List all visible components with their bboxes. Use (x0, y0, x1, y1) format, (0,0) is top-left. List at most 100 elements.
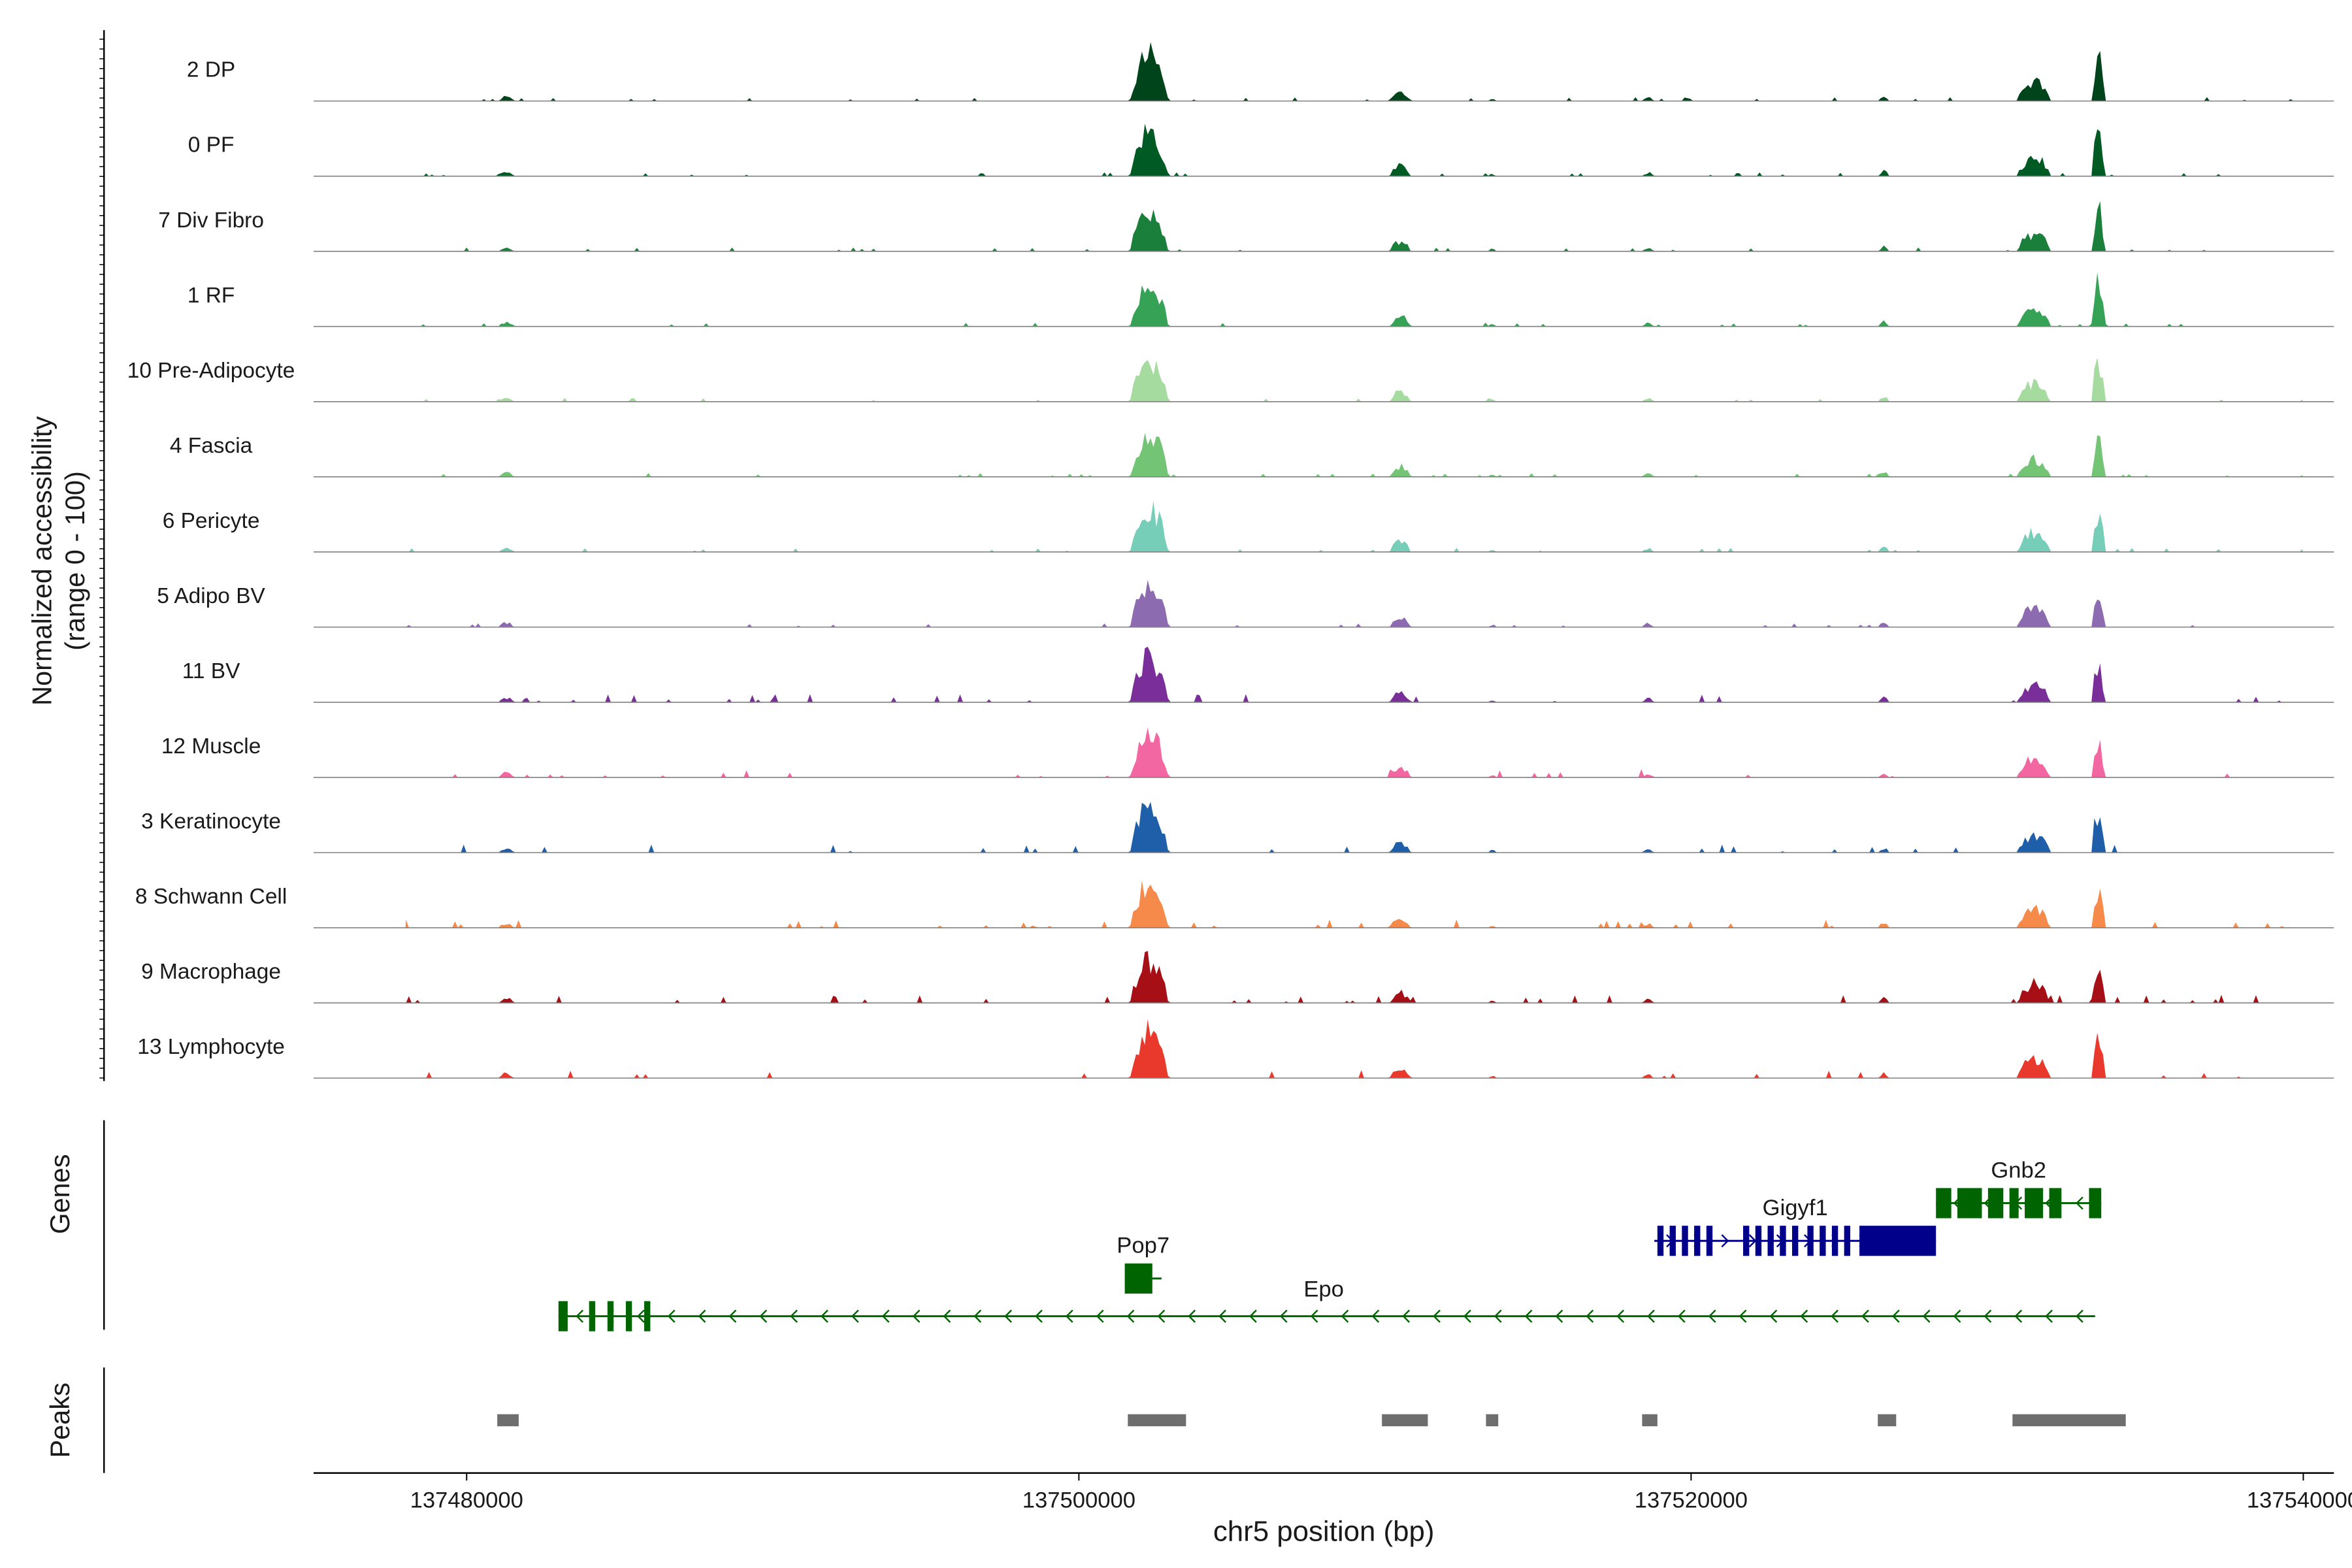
track-label: 11 BV (182, 659, 240, 683)
gene-gnb2: Gnb2 (1936, 1158, 2102, 1218)
strand-arrow (576, 1309, 584, 1323)
strand-arrow (1708, 1309, 1716, 1323)
strand-arrow (1004, 1309, 1012, 1323)
gene-exon (2049, 1188, 2062, 1218)
gene-exon (2009, 1188, 2019, 1218)
track-label: 8 Schwann Cell (135, 885, 287, 909)
coverage-area (405, 727, 2304, 777)
strand-arrow (759, 1309, 768, 1323)
strand-arrow (821, 1309, 828, 1323)
strand-arrow (1891, 1309, 1900, 1323)
track-10-pre-adipocyte: 10 Pre-Adipocyte (127, 357, 2334, 402)
track-6-pericyte: 6 Pericyte (163, 500, 2334, 553)
gene-exon (1694, 1226, 1701, 1256)
gene-exon (1936, 1188, 1952, 1218)
gene-label: Epo (1303, 1277, 1344, 1302)
strand-arrow (881, 1309, 890, 1323)
strand-arrow (1616, 1309, 1625, 1323)
strand-arrow (851, 1309, 859, 1323)
strand-arrow (1249, 1309, 1257, 1323)
strand-arrow (2014, 1309, 2023, 1323)
strand-arrow (1769, 1309, 1778, 1323)
track-label: 3 Keratinocyte (141, 809, 281, 834)
strand-arrow (973, 1309, 982, 1323)
gene-exon (1957, 1188, 1982, 1218)
strand-arrow (728, 1309, 737, 1323)
strand-arrow (912, 1309, 921, 1323)
coverage-area (405, 880, 2304, 928)
track-label: 4 Fascia (170, 434, 253, 458)
strand-arrow (1035, 1309, 1043, 1323)
track-label: 2 DP (187, 58, 235, 82)
track-2-dp: 2 DP (187, 42, 2334, 102)
track-13-lymphocyte: 13 Lymphocyte (137, 1019, 2334, 1079)
track-label: 5 Adipo BV (157, 584, 265, 608)
genes-track-label: Genes (44, 1154, 75, 1234)
strand-arrow (1555, 1309, 1563, 1323)
strand-arrow (1096, 1309, 1104, 1323)
gene-epo: Epo (558, 1277, 2095, 1331)
x-tick-label: 137520000 (1635, 1488, 1748, 1513)
peak-region (1486, 1414, 1499, 1427)
gene-exon (1755, 1226, 1762, 1256)
track-label: 1 RF (188, 284, 235, 308)
gene-exon (1820, 1226, 1826, 1256)
peak-region (497, 1414, 519, 1427)
strand-arrow (1402, 1309, 1411, 1323)
strand-arrow (1677, 1309, 1686, 1323)
strand-arrow (1800, 1309, 1808, 1323)
strand-arrow (1126, 1309, 1135, 1323)
gene-exon (1669, 1226, 1676, 1256)
peak-region (1878, 1414, 1897, 1427)
gene-exon (1124, 1263, 1152, 1294)
strand-arrow (1494, 1309, 1502, 1323)
track-5-adipo-bv: 5 Adipo BV (157, 580, 2334, 628)
gene-exon (589, 1301, 596, 1331)
track-8-schwann-cell: 8 Schwann Cell (135, 880, 2334, 928)
gene-gigyf1: Gigyf1 (1654, 1196, 1936, 1256)
gene-exon (1831, 1226, 1838, 1256)
gene-exon (644, 1301, 651, 1331)
gene-label: Pop7 (1117, 1233, 1169, 1258)
coverage-area (405, 580, 2304, 627)
track-0-pf: 0 PF (188, 123, 2334, 177)
strand-arrow (1984, 1309, 1992, 1323)
x-tick-label: 137500000 (1022, 1488, 1135, 1513)
track-label: 0 PF (188, 133, 235, 157)
peak-region (1642, 1414, 1658, 1427)
gene-exon (1859, 1226, 1936, 1256)
coverage-area (405, 646, 2304, 702)
gene-exon (1743, 1226, 1750, 1256)
gene-exon (2089, 1188, 2102, 1218)
strand-arrow (1524, 1309, 1533, 1323)
coverage-area (405, 951, 2304, 1004)
strand-arrow (1861, 1309, 1869, 1323)
gene-exon (558, 1301, 568, 1331)
track-3-keratinocyte: 3 Keratinocyte (141, 802, 2334, 853)
strand-arrow (1188, 1309, 1196, 1323)
strand-arrow (1922, 1309, 1931, 1323)
strand-arrow (1371, 1309, 1380, 1323)
gene-label: Gigyf1 (1763, 1196, 1828, 1220)
track-label: 12 Muscle (161, 734, 261, 759)
coverage-area (405, 357, 2304, 402)
strand-arrow (1739, 1309, 1747, 1323)
strand-arrow (943, 1309, 951, 1323)
gene-exon (1987, 1188, 2004, 1218)
gene-exon (1844, 1226, 1851, 1256)
strand-arrow (790, 1309, 798, 1323)
track-label: 7 Div Fibro (158, 208, 264, 233)
coverage-tracks: 2 DP 0 PF 7 Div Fibro 1 RF 10 Pre-Adipocyte 4… (127, 42, 2334, 1079)
peak-region (1128, 1414, 1186, 1427)
gene-exon (1767, 1226, 1774, 1256)
coverage-area (405, 433, 2304, 477)
strand-arrow (2076, 1196, 2083, 1210)
gene-exon (1780, 1226, 1786, 1256)
gene-exon (1792, 1226, 1799, 1256)
gene-label: Gnb2 (1991, 1158, 2046, 1183)
peak-region (2012, 1414, 2126, 1427)
x-tick-label: 137480000 (410, 1488, 523, 1513)
track-11-bv: 11 BV (182, 646, 2334, 703)
strand-arrow (2045, 1309, 2053, 1323)
